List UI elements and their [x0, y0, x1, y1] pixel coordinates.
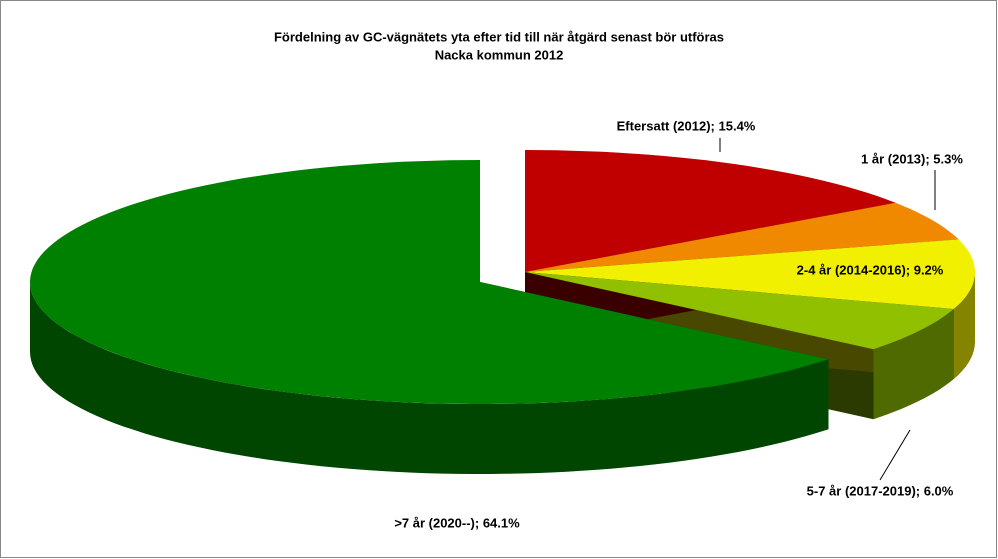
- data-label: 2-4 år (2014-2016); 9.2%: [797, 262, 944, 277]
- chart-subtitle: Nacka kommun 2012: [435, 47, 564, 62]
- chart-title: Fördelning av GC-vägnätets yta efter tid…: [274, 29, 724, 44]
- slice: [525, 239, 975, 309]
- slice: [525, 272, 954, 350]
- data-label: 1 år (2013); 5.3%: [861, 151, 963, 166]
- slice-wall: [873, 309, 954, 420]
- data-label: >7 år (2020--); 64.1%: [394, 515, 520, 530]
- data-label: 5-7 år (2017-2019); 6.0%: [807, 483, 954, 498]
- data-label: Eftersatt (2012); 15.4%: [617, 118, 756, 133]
- slice: [30, 160, 829, 404]
- slice: [525, 150, 896, 272]
- slice-wall: [30, 282, 829, 474]
- leader-line: [879, 429, 911, 481]
- slice: [525, 202, 959, 272]
- slice-wall: [953, 272, 975, 379]
